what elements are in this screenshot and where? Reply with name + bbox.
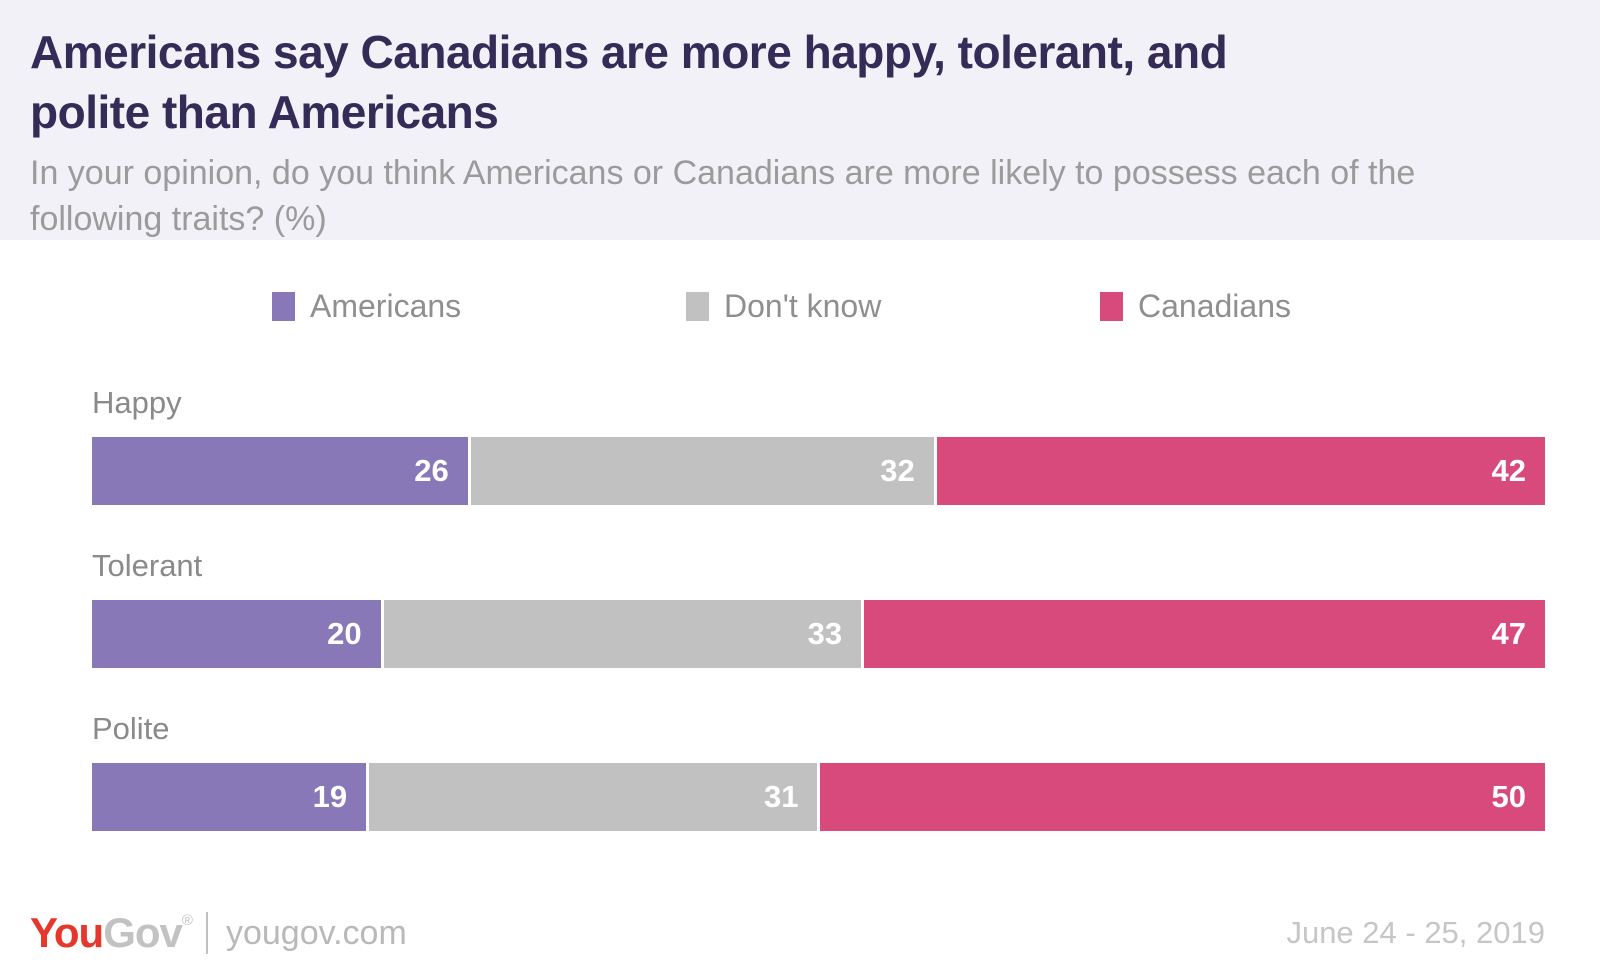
survey-date: June 24 - 25, 2019	[1286, 915, 1545, 950]
chart: Happy 26 32 42 Tolerant 20 33 47 Polite 19 31 50	[92, 384, 1545, 831]
bar-group-polite: Polite 19 31 50	[92, 710, 1545, 831]
legend-label: Canadians	[1138, 287, 1291, 324]
value-label: 20	[327, 616, 362, 651]
category-label: Tolerant	[92, 548, 203, 583]
value-label: 31	[764, 779, 799, 814]
bar-group-tolerant: Tolerant 20 33 47	[92, 547, 1545, 668]
legend-label: Don't know	[724, 287, 882, 324]
value-label: 32	[880, 453, 915, 488]
bar-segment-americans: 20	[92, 600, 381, 668]
bar-segment-americans: 26	[92, 437, 468, 505]
legend: Americans Don't know Canadians	[272, 288, 1600, 324]
legend-swatch-canadians	[1100, 291, 1123, 321]
bar-group-happy: Happy 26 32 42	[92, 384, 1545, 505]
footer-divider	[205, 912, 208, 954]
value-label: 47	[1491, 616, 1526, 651]
bar-segment-canadians: 42	[936, 437, 1545, 505]
chart-title: Americans say Canadians are more happy, …	[30, 26, 1228, 138]
bar-segment-don-t-know: 32	[470, 437, 934, 505]
value-label: 19	[312, 779, 348, 814]
bar-segment-don-t-know: 31	[369, 763, 818, 831]
logo-you-text: You	[30, 909, 104, 956]
legend-item-americans: Americans	[272, 288, 686, 325]
category-label: Happy	[92, 385, 182, 420]
legend-item-don-t-know: Don't know	[686, 288, 1100, 325]
website-url: yougov.com	[225, 913, 407, 952]
stacked-bar: 20 33 47	[92, 600, 1545, 668]
bar-segment-canadians: 47	[864, 600, 1545, 668]
logo-gov-text: Gov	[103, 909, 183, 956]
stacked-bar: 26 32 42	[92, 437, 1545, 505]
legend-label: Americans	[310, 287, 462, 324]
chart-subtitle: In your opinion, do you think Americans …	[30, 154, 1416, 238]
category-label: Polite	[92, 711, 170, 746]
value-label: 50	[1491, 779, 1526, 814]
stacked-bar: 19 31 50	[92, 763, 1545, 831]
bar-segment-don-t-know: 33	[383, 600, 862, 668]
legend-swatch-don-t-know	[686, 291, 709, 321]
header: Americans say Canadians are more happy, …	[0, 0, 1600, 240]
footer: YouGov® yougov.com June 24 - 25, 2019	[30, 909, 1545, 957]
value-label: 26	[414, 453, 449, 488]
legend-swatch-americans	[272, 291, 295, 321]
legend-item-canadians: Canadians	[1100, 288, 1514, 325]
bar-segment-canadians: 50	[820, 763, 1545, 831]
registered-mark-icon: ®	[181, 912, 193, 929]
yougov-logo: YouGov®	[30, 909, 193, 957]
bar-segment-americans: 19	[92, 763, 367, 831]
footer-branding: YouGov® yougov.com	[30, 909, 407, 957]
value-label: 33	[807, 616, 843, 651]
value-label: 42	[1491, 453, 1526, 488]
